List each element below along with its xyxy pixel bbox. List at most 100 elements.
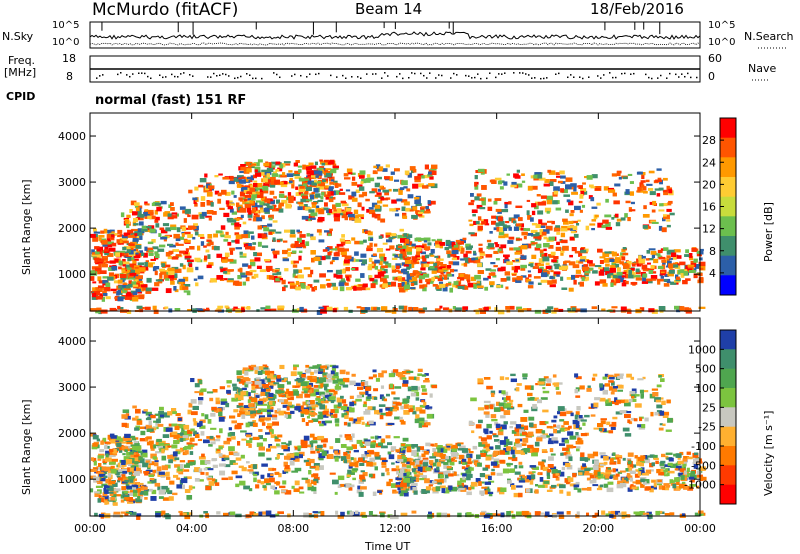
data-cell	[699, 248, 704, 252]
data-cell	[477, 462, 482, 467]
data-cell	[543, 183, 550, 187]
data-cell	[224, 455, 230, 460]
data-cell	[353, 449, 359, 453]
data-cell	[168, 267, 175, 272]
data-cell	[146, 436, 152, 440]
data-cell	[470, 481, 478, 487]
data-cell	[611, 217, 615, 220]
data-cell	[133, 441, 139, 445]
data-cell	[220, 401, 228, 405]
data-cell	[278, 208, 284, 213]
data-cell	[151, 489, 157, 495]
data-cell	[169, 480, 175, 485]
data-cell	[213, 439, 221, 442]
nave-dot	[222, 73, 224, 75]
data-cell	[319, 368, 326, 374]
data-cell	[547, 280, 553, 285]
data-cell	[114, 258, 119, 263]
data-cell	[337, 401, 342, 407]
data-cell	[180, 432, 184, 436]
data-cell	[489, 446, 494, 450]
data-cell	[248, 396, 253, 402]
data-cell	[229, 175, 234, 180]
data-cell	[117, 296, 124, 302]
data-cell	[214, 175, 219, 178]
data-cell	[194, 186, 199, 191]
data-cell	[522, 438, 529, 443]
data-cell	[496, 226, 501, 232]
data-cell	[329, 446, 334, 450]
data-cell	[204, 460, 211, 465]
data-cell	[97, 270, 101, 275]
data-cell	[358, 479, 365, 484]
data-cell	[190, 437, 195, 442]
data-cell	[361, 454, 368, 459]
data-cell	[465, 250, 472, 254]
data-cell	[512, 277, 518, 280]
data-cell	[207, 468, 214, 471]
data-cell	[103, 475, 108, 479]
data-cell	[285, 163, 291, 166]
data-cell	[285, 404, 293, 407]
nave-dot	[423, 74, 425, 77]
data-cell	[238, 402, 244, 406]
data-cell	[299, 239, 305, 245]
data-cell	[94, 259, 98, 264]
data-cell	[303, 190, 309, 195]
data-cell	[141, 225, 147, 229]
data-cell	[340, 200, 346, 204]
data-cell	[623, 279, 627, 285]
data-cell	[285, 443, 290, 447]
data-cell	[656, 168, 662, 171]
data-cell	[154, 216, 160, 221]
data-cell	[317, 403, 322, 406]
data-cell	[503, 450, 510, 455]
data-cell	[107, 470, 112, 475]
data-cell	[566, 451, 571, 455]
data-cell	[504, 201, 509, 205]
data-cell	[685, 249, 690, 254]
data-cell	[260, 403, 267, 406]
data-cell	[584, 259, 590, 263]
data-cell	[237, 441, 241, 446]
data-cell	[407, 194, 414, 199]
data-cell	[274, 436, 279, 442]
data-cell	[591, 206, 598, 209]
data-cell	[253, 366, 260, 371]
data-cell	[477, 216, 482, 221]
data-cell	[126, 310, 132, 314]
data-cell	[258, 418, 265, 422]
data-cell	[403, 233, 408, 237]
data-cell	[208, 481, 215, 486]
data-cell	[260, 399, 267, 403]
data-cell	[144, 225, 152, 229]
data-cell	[509, 426, 513, 429]
data-cell	[297, 447, 301, 452]
data-cell	[579, 194, 584, 199]
data-cell	[223, 239, 229, 242]
data-cell	[467, 457, 472, 462]
data-cell	[91, 446, 98, 450]
data-cell	[121, 486, 127, 491]
data-cell	[340, 250, 347, 255]
data-cell	[193, 278, 198, 281]
data-cell	[445, 455, 450, 460]
data-cell	[386, 481, 391, 487]
data-cell	[121, 422, 127, 428]
data-cell	[253, 252, 258, 257]
data-cell	[684, 307, 689, 312]
data-cell	[413, 472, 417, 475]
data-cell	[357, 386, 363, 390]
data-cell	[463, 462, 468, 465]
data-cell	[450, 461, 455, 466]
data-cell	[315, 193, 321, 198]
data-cell	[402, 450, 406, 454]
data-cell	[393, 397, 400, 400]
data-cell	[463, 253, 468, 258]
data-cell	[508, 201, 512, 205]
nave-dot	[669, 72, 671, 75]
data-cell	[289, 180, 293, 184]
data-cell	[124, 479, 130, 483]
data-cell	[170, 224, 177, 228]
data-cell	[391, 257, 398, 260]
